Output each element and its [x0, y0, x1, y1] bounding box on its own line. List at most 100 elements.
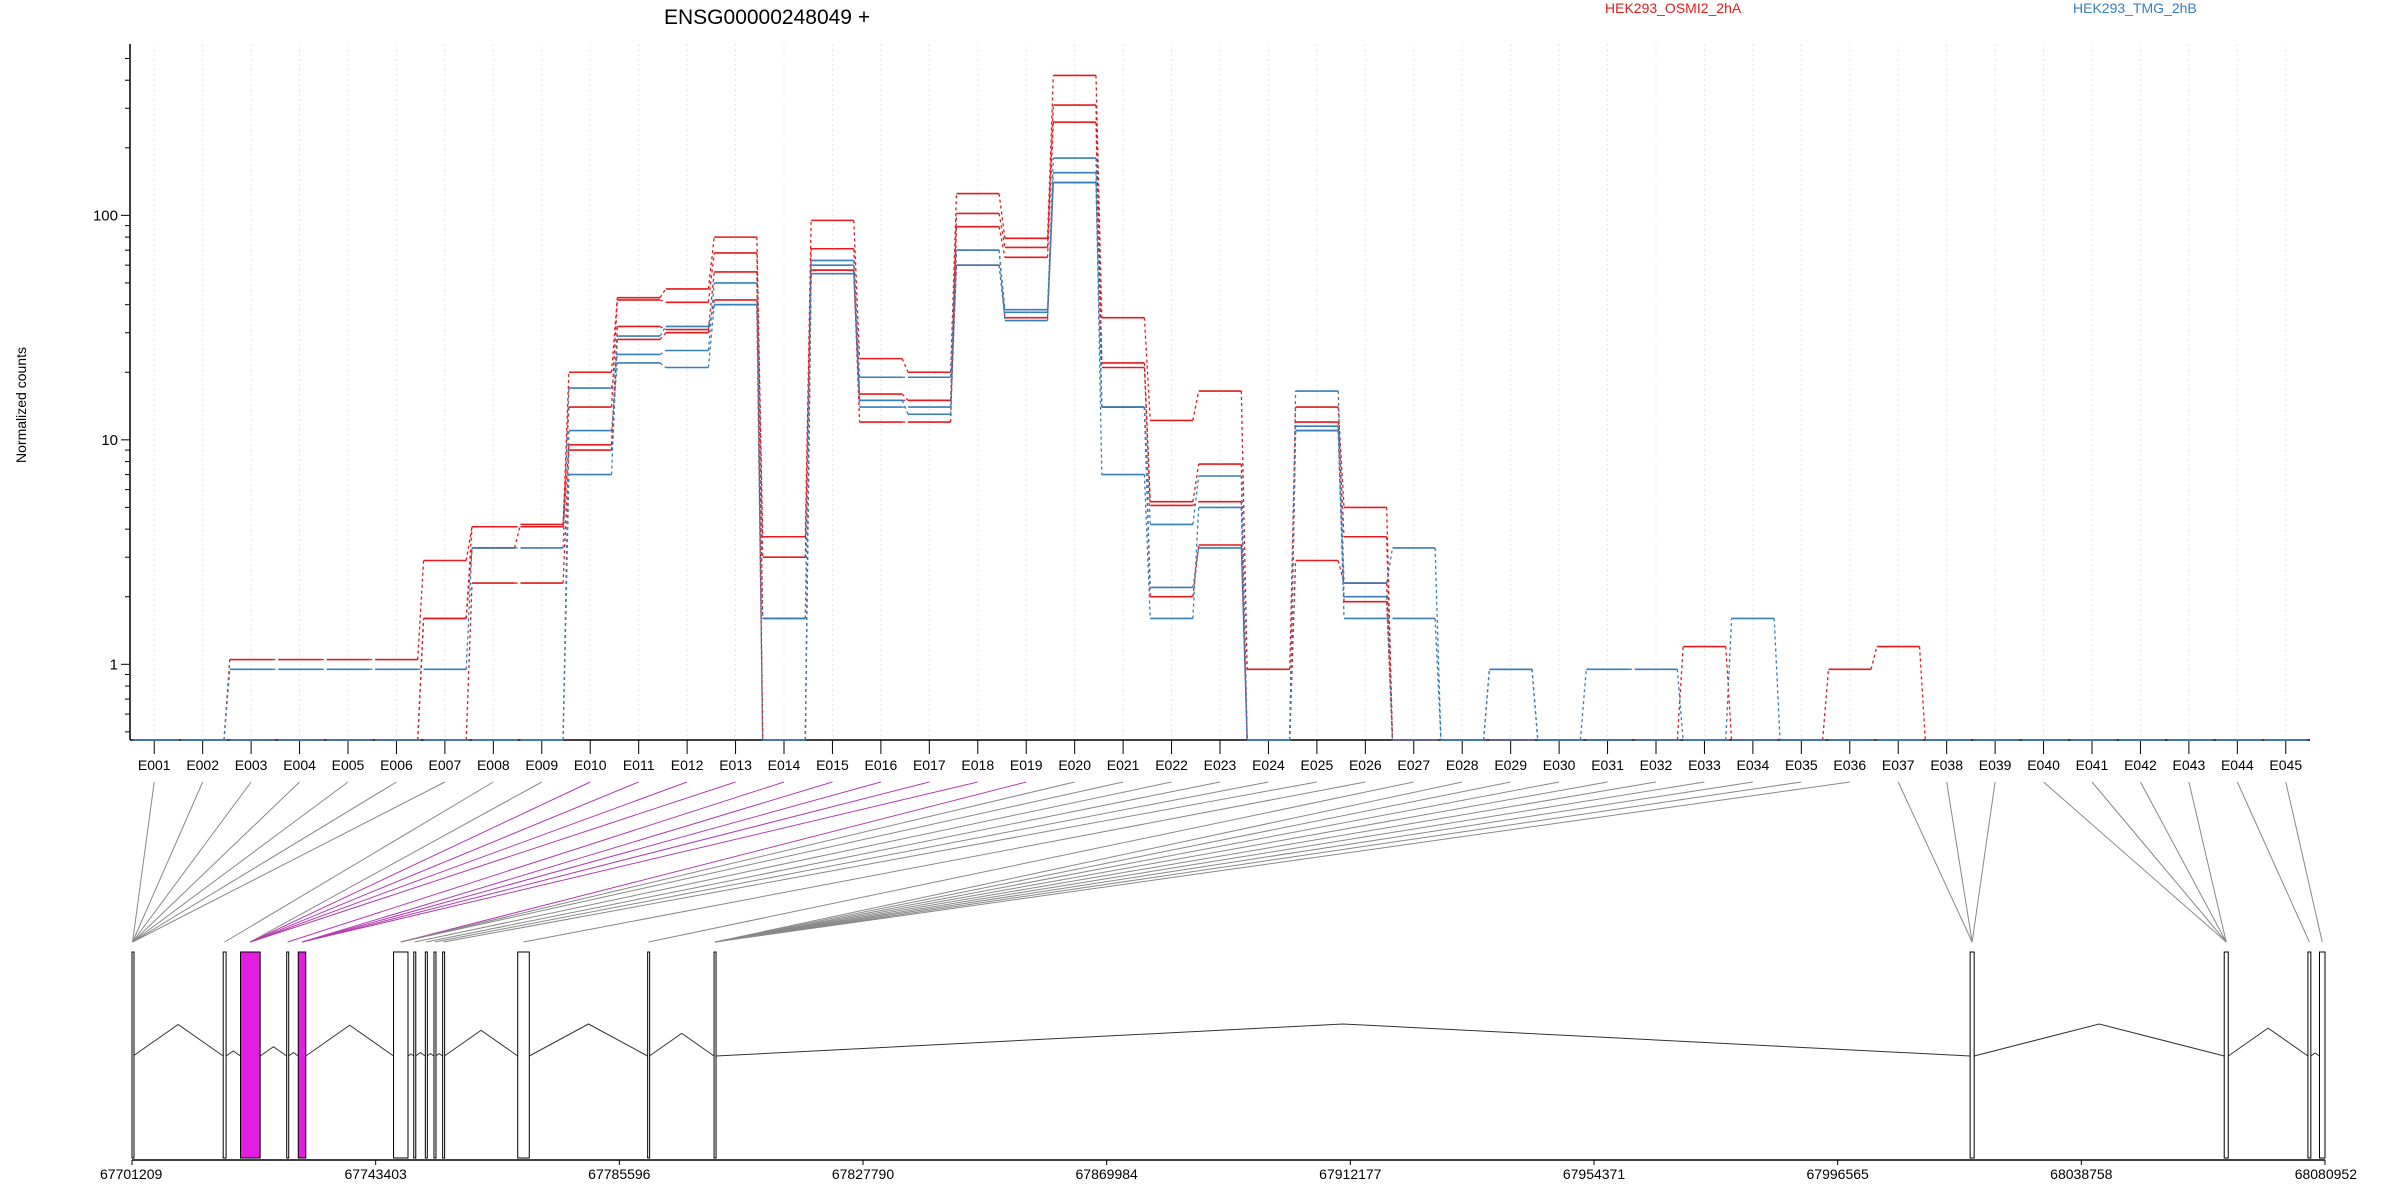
exon-connector — [714, 781, 1802, 943]
intron — [2227, 1027, 2309, 1057]
series-connector — [1046, 172, 1055, 313]
exon — [1969, 951, 1975, 1159]
series-connector — [1240, 475, 1248, 741]
intron — [444, 1029, 519, 1057]
intron — [288, 1051, 299, 1057]
series-connector — [756, 304, 764, 741]
coord-tick-label: 67869984 — [1076, 1166, 1139, 1182]
exon-connector — [250, 781, 639, 943]
x-tick-label: E011 — [623, 757, 655, 773]
series-connector — [1434, 618, 1442, 741]
gridlines — [153, 44, 2287, 740]
series-connector — [1143, 317, 1151, 421]
x-tick-label: E024 — [1252, 757, 1285, 773]
series-connector — [223, 669, 231, 741]
x-tick-label: E036 — [1833, 757, 1866, 773]
intron — [407, 1053, 415, 1057]
exon-connector — [2285, 781, 2323, 943]
series-connector — [707, 304, 715, 368]
exon-connector — [714, 781, 1850, 943]
exon-connector — [1946, 781, 1973, 943]
exon-connector — [714, 781, 1511, 943]
series-connector — [659, 362, 667, 369]
x-tick-label: E030 — [1543, 757, 1576, 773]
series-connector — [659, 325, 667, 331]
series-connector — [1870, 646, 1878, 670]
series-connector — [707, 282, 715, 351]
intron — [2310, 1052, 2320, 1057]
series-connector — [1337, 560, 1345, 584]
x-tick-label: E020 — [1058, 757, 1091, 773]
series-connector — [707, 252, 715, 303]
series-connector — [1192, 507, 1200, 619]
series-connector — [949, 250, 958, 408]
exon — [713, 951, 717, 1159]
x-tick-label: E003 — [235, 757, 268, 773]
series-connector — [1192, 390, 1200, 421]
intron — [715, 1023, 1971, 1057]
exon-connector — [2140, 781, 2227, 943]
series-connector — [514, 524, 522, 549]
series-connector — [659, 288, 667, 299]
coord-tick-label: 68080952 — [2295, 1166, 2358, 1182]
exon — [433, 951, 437, 1159]
exon-connector — [714, 781, 1705, 943]
series-connector — [804, 260, 812, 619]
x-tick-label: E008 — [477, 757, 510, 773]
intron — [415, 1051, 426, 1057]
series-connector — [1192, 501, 1200, 507]
intron — [529, 1023, 648, 1057]
series-connector — [1918, 646, 1926, 741]
series-connector — [1482, 669, 1490, 741]
series-connector — [1046, 182, 1055, 321]
exon-connectors — [132, 781, 2323, 943]
y-tick-label: 100 — [93, 207, 118, 224]
series-lines — [132, 74, 2308, 741]
exon — [222, 951, 227, 1159]
series-connector — [1822, 669, 1830, 741]
exon-connector — [2043, 781, 2227, 943]
series-connector — [1289, 407, 1297, 670]
exon-connector — [301, 781, 882, 943]
series-4 — [132, 181, 2308, 741]
series-connector — [901, 358, 909, 373]
exon — [393, 951, 409, 1159]
exon-connector — [132, 781, 252, 943]
exon-connector — [714, 781, 1463, 943]
exon-connector — [132, 781, 300, 943]
series-connector — [1337, 406, 1345, 508]
chart-title: ENSG00000248049 + — [664, 6, 870, 29]
x-tick-label: E026 — [1349, 757, 1382, 773]
exon — [2307, 951, 2312, 1159]
series-connector — [1095, 182, 1103, 408]
exon-connector — [287, 781, 785, 943]
x-tick-label: E025 — [1301, 757, 1334, 773]
intron — [1974, 1023, 2225, 1057]
coordinate-axis: 67701209 67743403 67785596 67827790 67869984… — [100, 1159, 2358, 1182]
exon-connector — [714, 781, 1753, 943]
series-connector — [659, 326, 667, 337]
series-connector — [998, 265, 1006, 313]
series-connector — [1725, 618, 1733, 741]
series-connector — [1386, 547, 1394, 584]
series-connector — [1337, 390, 1345, 584]
intron — [132, 1023, 224, 1057]
series-connector — [659, 349, 667, 356]
coord-tick-label: 67785596 — [588, 1166, 651, 1182]
series-connector — [756, 282, 764, 619]
exon-connector — [132, 781, 155, 943]
exon-connector — [301, 781, 833, 943]
series-connector — [1725, 646, 1733, 741]
series-connector — [417, 618, 425, 741]
legend-entry-tmg: HEK293_TMG_2hB — [2073, 0, 2197, 16]
coord-tick-label: 68038758 — [2050, 1166, 2113, 1182]
x-tick-label: E040 — [2027, 757, 2060, 773]
coord-tick-label: 67827790 — [832, 1166, 895, 1182]
x-tick-label: E038 — [1930, 757, 1963, 773]
x-tick-label: E042 — [2124, 757, 2157, 773]
series-connector — [1143, 407, 1151, 588]
x-tick-label: E013 — [719, 757, 752, 773]
y-axis: 1 10 100 — [93, 44, 131, 740]
y-tick-label: 10 — [101, 432, 118, 449]
